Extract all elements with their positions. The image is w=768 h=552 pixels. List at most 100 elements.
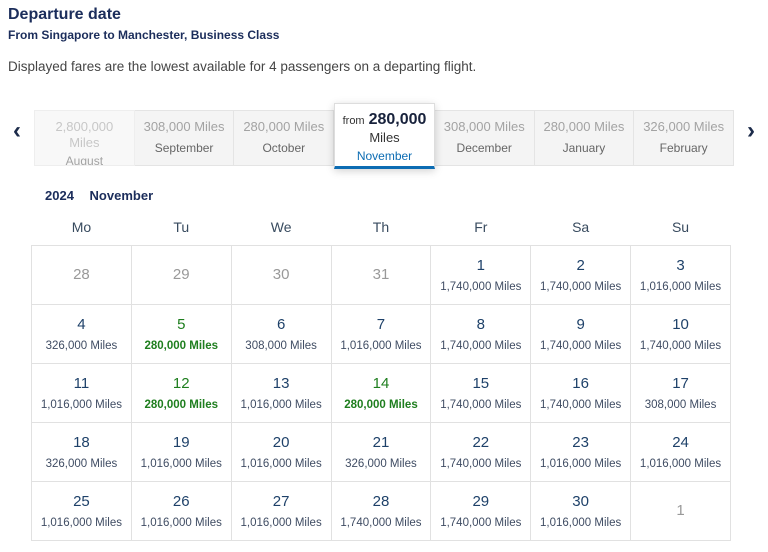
month-price: 2,800,000 Miles [55,119,114,151]
day-header-mo: Mo [71,218,92,235]
day-number: 26 [172,492,190,510]
day-number: 27 [272,492,290,510]
day-miles-label: 1,016,000 Miles [540,457,622,470]
calendar-day-cell[interactable]: 5 280,000 Miles [130,303,232,364]
calendar-day-cell[interactable]: 17 308,000 Miles [630,362,731,423]
calendar-day-cell[interactable]: 24 1,016,000 Miles [630,421,731,482]
day-number: 18 [73,433,90,451]
calendar-week-row: 25 1,016,000 Miles 26 1,016,000 Miles 27 1,01… [31,480,731,541]
calendar-day-cell[interactable]: 1 1,740,000 Miles [430,244,532,305]
day-miles-label: 326,000 Miles [45,339,118,352]
month-tab-december[interactable]: 308,000 Miles December [434,110,535,166]
calendar-day-cell[interactable]: 29 1,740,000 Miles [430,480,532,541]
day-number: 1 [476,256,485,274]
calendar-day-cell: 30 [230,244,332,305]
day-number: 28 [73,265,90,283]
calendar-day-cell[interactable]: 12 280,000 Miles [130,362,232,423]
calendar-day-cell[interactable]: 8 1,740,000 Miles [430,303,532,364]
month-price: 308,000 Miles [143,119,225,134]
day-number: 29 [472,492,490,510]
calendar-day-cell[interactable]: 19 1,016,000 Miles [130,421,232,482]
day-miles-label: 1,740,000 Miles [440,516,522,529]
next-month-button[interactable]: › [734,119,768,143]
day-number: 14 [372,374,390,392]
month-price: 308,000 Miles [443,119,525,134]
calendar-week-row: 4 326,000 Miles 5 280,000 Miles 6 308,000 Mil… [31,303,731,364]
calendar-month: November [89,188,154,203]
day-miles-label: 308,000 Miles [644,398,717,411]
day-miles-label: 1,740,000 Miles [440,280,522,293]
chevron-right-icon: › [747,117,755,144]
month-tab-september[interactable]: 308,000 Miles September [134,110,235,166]
day-number: 17 [672,374,689,392]
day-miles-label: 1,740,000 Miles [440,398,522,411]
calendar-day-cell[interactable]: 27 1,016,000 Miles [230,480,332,541]
calendar-day-cell[interactable]: 20 1,016,000 Miles [230,421,332,482]
day-number: 22 [472,433,490,451]
prev-month-button[interactable]: ‹ [0,119,34,143]
calendar-day-cell[interactable]: 2 1,740,000 Miles [530,244,632,305]
month-price: 280,000 Miles [543,119,625,134]
page-title: Departure date [8,6,121,23]
month-tab-august[interactable]: 2,800,000 Miles August [34,110,135,166]
day-miles-label: 1,016,000 Miles [40,398,123,411]
calendar-day-cell[interactable]: 30 1,016,000 Miles [530,480,632,541]
calendar-day-cell[interactable]: 4 326,000 Miles [31,303,132,364]
day-number: 13 [272,374,290,392]
calendar-day-cell[interactable]: 25 1,016,000 Miles [31,480,132,541]
calendar-day-cell[interactable]: 11 1,016,000 Miles [31,362,132,423]
calendar-day-cell[interactable]: 16 1,740,000 Miles [530,362,632,423]
day-miles-label: 308,000 Miles [245,339,317,352]
route-subtitle: From Singapore to Manchester, Business C… [8,28,280,42]
day-number: 9 [576,315,585,333]
month-tab-january[interactable]: 280,000 Miles January [534,110,635,166]
day-number: 7 [376,315,386,333]
day-number: 29 [172,265,190,283]
day-miles-label: 1,016,000 Miles [240,516,322,529]
day-header-tu: Tu [173,218,190,235]
day-miles-label: 1,016,000 Miles [639,457,722,470]
calendar-day-cell[interactable]: 22 1,740,000 Miles [430,421,532,482]
page-header: Departure date From Singapore to Manches… [0,0,768,74]
day-number: 15 [472,374,490,392]
calendar-day-cell[interactable]: 28 1,740,000 Miles [330,480,432,541]
month-price: 280,000 Miles [243,119,325,134]
day-number: 31 [372,265,390,283]
day-miles-label: 1,740,000 Miles [440,457,522,470]
day-miles-label: 1,016,000 Miles [540,516,622,529]
day-number: 10 [672,315,689,333]
calendar-day-cell[interactable]: 7 1,016,000 Miles [330,303,432,364]
day-miles-label: 1,740,000 Miles [639,339,722,352]
calendar-day-cell[interactable]: 18 326,000 Miles [31,421,132,482]
day-header-su: Su [671,218,690,235]
calendar-day-cell[interactable]: 13 1,016,000 Miles [230,362,332,423]
calendar-day-cell[interactable]: 3 1,016,000 Miles [630,244,731,305]
calendar-day-cell[interactable]: 15 1,740,000 Miles [430,362,532,423]
calendar-day-cell[interactable]: 10 1,740,000 Miles [630,303,731,364]
month-tab-november[interactable]: from 280,000 Miles November [334,103,435,169]
month-carousel: ‹ 2,800,000 Miles August 308,000 Miles Sept… [0,96,768,169]
day-number: 19 [172,433,190,451]
month-tab-february[interactable]: 326,000 Miles February [634,110,735,166]
calendar-week-row: 18 326,000 Miles 19 1,016,000 Miles 20 1,016,… [31,421,731,482]
day-miles-label: 280,000 Miles [144,398,219,411]
calendar-day-cell[interactable]: 6 308,000 Miles [230,303,332,364]
calendar-day-cell[interactable]: 21 326,000 Miles [330,421,432,482]
day-header-sa: Sa [572,218,590,235]
calendar-day-cell[interactable]: 14 280,000 Miles [330,362,432,423]
calendar-day-cell[interactable]: 23 1,016,000 Miles [530,421,632,482]
day-number: 2 [576,256,585,274]
fare-calendar: Mo Tu We Th Fr Sa Su 28 29 30 31 1 1,740,000 Miles 2… [31,215,731,541]
day-header-th: Th [372,218,390,235]
day-number: 23 [572,433,589,451]
chevron-left-icon: ‹ [13,117,21,144]
calendar-day-cell: 28 [31,244,132,305]
day-miles-label: 280,000 Miles [144,339,219,352]
day-miles-label: 1,016,000 Miles [140,516,222,529]
day-miles-label: 1,016,000 Miles [40,516,123,529]
month-tab-october[interactable]: 280,000 Miles October [234,110,335,166]
calendar-day-cell[interactable]: 9 1,740,000 Miles [530,303,632,364]
day-number: 28 [372,492,390,510]
calendar-day-cell[interactable]: 26 1,016,000 Miles [130,480,232,541]
calendar-day-cell: 29 [130,244,232,305]
